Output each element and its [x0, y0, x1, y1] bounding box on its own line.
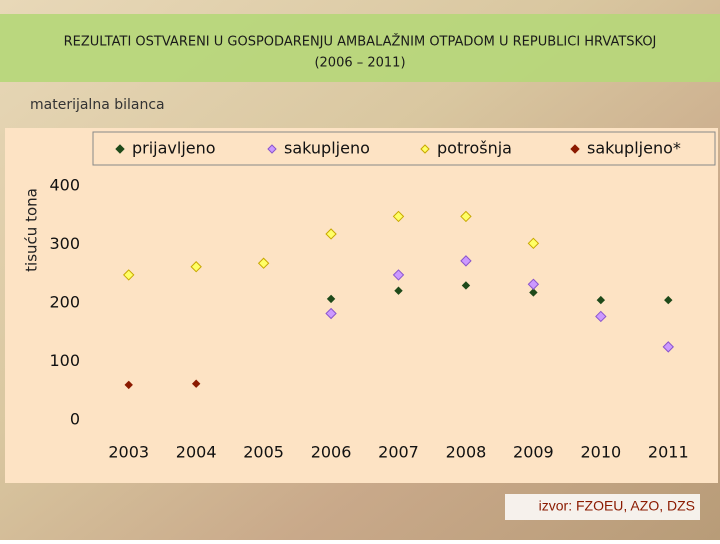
data-point: [392, 269, 405, 281]
x-tick-label: 2004: [176, 443, 217, 462]
x-tick-label: 2003: [108, 443, 149, 462]
title-band: [0, 14, 720, 82]
data-point: [460, 255, 472, 267]
source: izvor: FZOEU, AZO, DZS: [539, 498, 695, 514]
y-tick-label: 100: [49, 351, 80, 370]
y-tick-label: 200: [49, 293, 80, 312]
data-point: [326, 294, 336, 304]
data-point: [662, 341, 674, 353]
data-point: [325, 307, 337, 320]
x-tick-label: 2011: [648, 443, 689, 462]
data-point: [190, 261, 202, 273]
x-tick-label: 2010: [580, 443, 621, 462]
slide-subtitle: (2006 – 2011): [314, 56, 405, 71]
y-axis-label: tisuću tona: [23, 188, 41, 272]
legend-label: sakupljeno*: [587, 139, 681, 158]
data-point: [595, 310, 607, 323]
data-point: [527, 278, 540, 290]
data-point: [325, 228, 337, 240]
x-tick-label: 2006: [311, 443, 352, 462]
data-point: [527, 237, 540, 250]
slide-title: REZULTATI OSTVARENI U GOSPODARENJU AMBAL…: [64, 34, 657, 50]
legend-marker: [115, 144, 125, 154]
legend-marker: [420, 144, 430, 154]
slide-label: materijalna bilanca: [30, 97, 165, 113]
data-point: [596, 295, 606, 305]
y-tick-label: 400: [49, 176, 80, 195]
legend-marker: [267, 144, 277, 154]
source-box: [505, 494, 700, 520]
legend-label: prijavljeno: [132, 139, 216, 158]
y-tick-label: 0: [70, 410, 80, 429]
legend-box: [92, 131, 716, 166]
x-tick-label: 2007: [378, 443, 419, 462]
legend-label: potrošnja: [437, 139, 512, 158]
data-point: [460, 210, 472, 223]
data-point: [529, 288, 538, 297]
legend-label: sakupljeno: [284, 139, 370, 158]
data-point: [392, 210, 405, 223]
y-tick-label: 300: [49, 234, 80, 253]
data-point: [257, 257, 270, 269]
data-point: [124, 380, 133, 390]
data-point: [123, 269, 135, 281]
data-point: [461, 281, 471, 290]
x-tick-label: 2008: [446, 443, 487, 462]
legend-marker: [570, 144, 580, 154]
data-point: [191, 379, 201, 388]
data-point: [394, 286, 403, 295]
x-tick-label: 2005: [243, 443, 284, 462]
data-point: [664, 295, 673, 305]
x-tick-label: 2009: [513, 443, 554, 462]
chart-area: [5, 128, 718, 483]
